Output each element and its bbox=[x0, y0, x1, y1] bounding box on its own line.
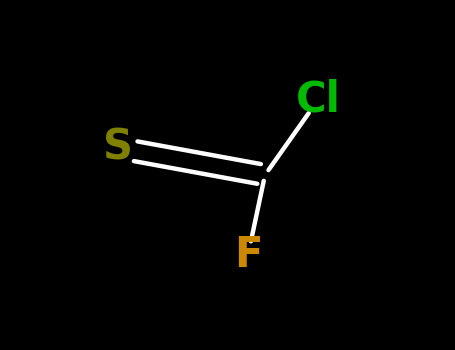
Text: S: S bbox=[103, 127, 133, 169]
Text: F: F bbox=[234, 234, 262, 276]
Text: Cl: Cl bbox=[296, 79, 340, 121]
